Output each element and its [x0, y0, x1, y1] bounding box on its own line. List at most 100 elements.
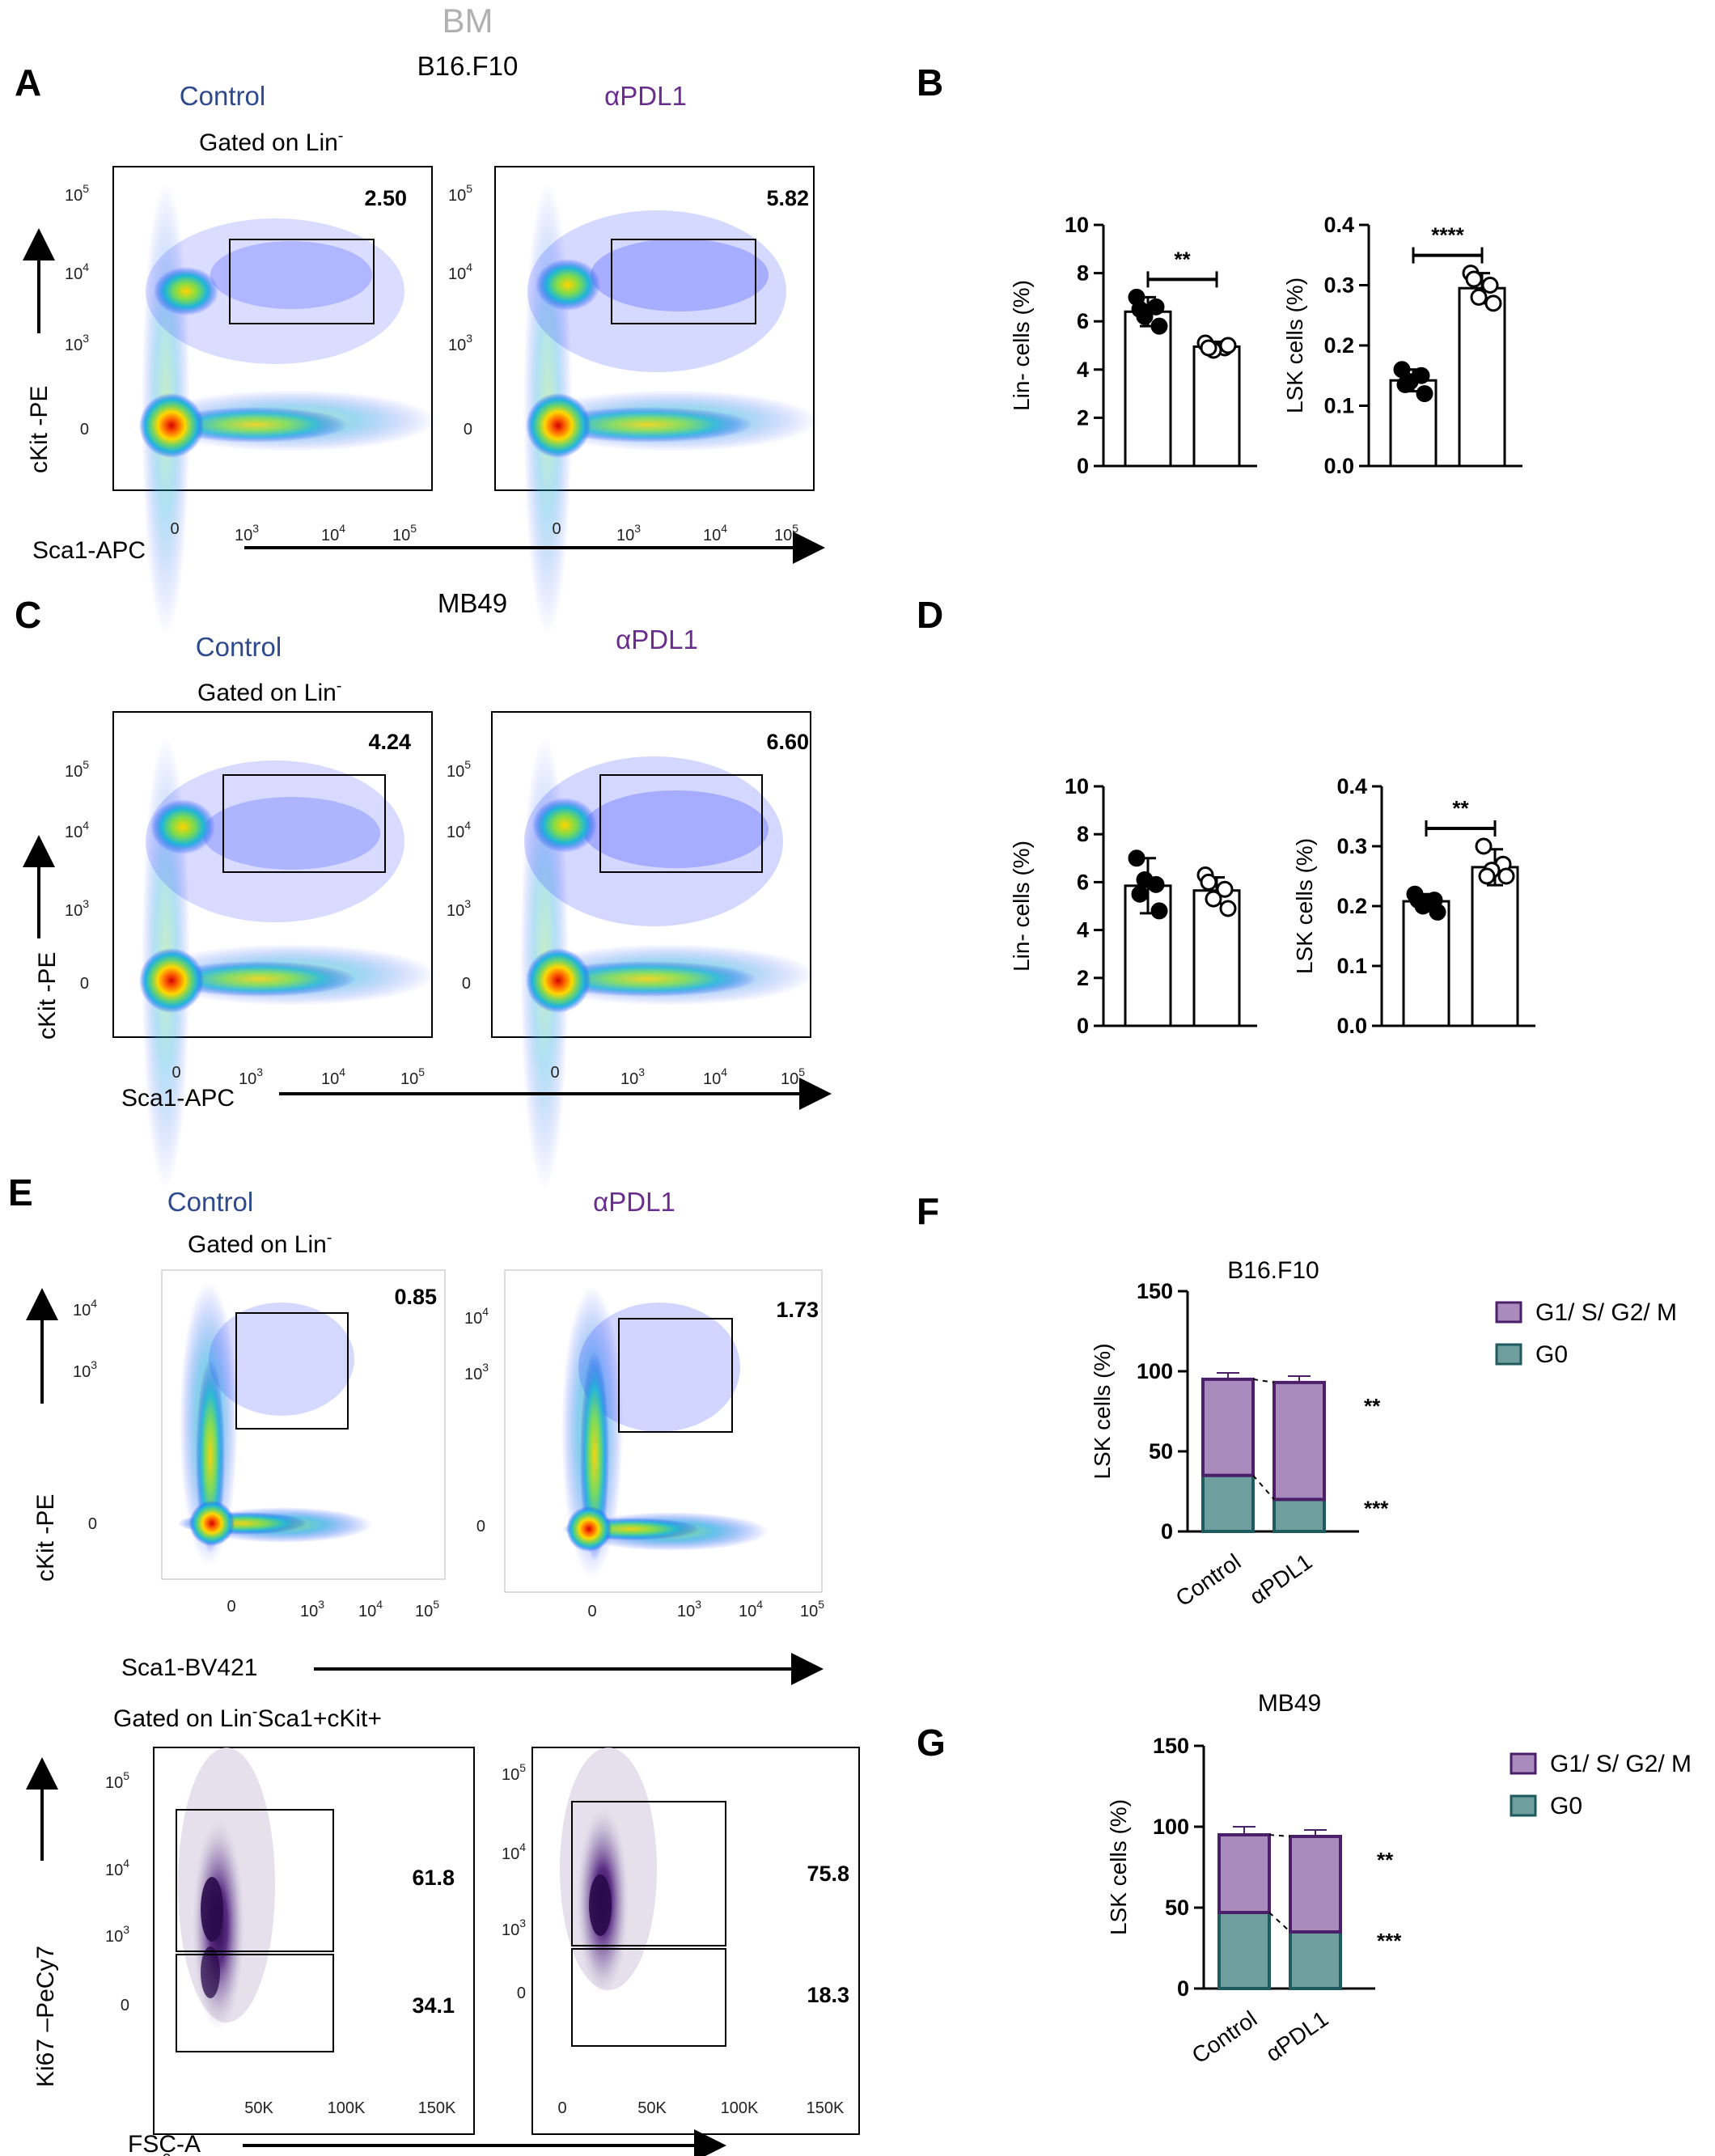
y-tick: 104: [448, 260, 472, 283]
lsk-gate: [618, 1318, 733, 1433]
y-tick-label: 10: [1065, 774, 1089, 798]
y-tick-label: 0.2: [1336, 894, 1367, 918]
significance-label: ***: [1364, 1496, 1389, 1520]
stacked-bar-segment: [1201, 1473, 1255, 1533]
condition-label-apdl1: αPDL1: [616, 625, 698, 654]
x-tick: 104: [703, 522, 727, 544]
trend-connector: [1268, 1912, 1291, 1933]
x-tick: 0: [550, 1064, 559, 1082]
y-tick: 0: [476, 1518, 485, 1535]
y-tick-label: 0: [1077, 1014, 1089, 1038]
x-tick: 150K: [807, 2099, 845, 2117]
y-tick: 104: [447, 819, 471, 841]
bar: [1192, 345, 1241, 468]
significance-label: **: [1174, 247, 1191, 271]
trend-connector: [1268, 1834, 1291, 1837]
y-tick: 0: [464, 421, 472, 438]
significance-label: **: [1377, 1848, 1394, 1872]
y-tick: 104: [65, 260, 89, 283]
ki67-high-gate: [571, 1801, 726, 1946]
x-tick: 0: [227, 1598, 235, 1616]
panel-letter-g: G: [917, 1722, 946, 1764]
y-axis-label: cKit -PE: [34, 952, 61, 1040]
flow-plot-a-control: 2.50: [112, 166, 437, 635]
y-tick-label: 6: [1077, 870, 1089, 894]
y-tick-label: 0.0: [1323, 454, 1354, 478]
panel-c: C MB49 Control αPDL1 Gated on Lin- 4.24: [15, 588, 832, 1189]
y-tick: 0: [80, 975, 89, 993]
y-tick-label: 0.4: [1336, 774, 1367, 798]
x-tick: 105: [774, 522, 798, 544]
panel-letter-c: C: [15, 594, 41, 636]
lsk-gate: [611, 239, 756, 324]
legend-swatch: [1495, 1343, 1522, 1366]
y-tick: 103: [502, 1917, 526, 1939]
x-tick: 50K: [637, 2099, 667, 2117]
gate-percent: 2.50: [364, 186, 407, 210]
x-tick: 0: [557, 2099, 566, 2117]
gate-percent: 6.60: [766, 730, 809, 754]
y-tick: 104: [502, 1840, 526, 1863]
panel-letter-d: D: [917, 594, 943, 636]
x-tick: 104: [739, 1598, 763, 1620]
flow-plot-e-control: 0.85: [161, 1269, 446, 1580]
panel-a: A B16.F10 Control αPDL1 Gated on Lin- 2.…: [15, 51, 825, 635]
bar: [1402, 900, 1450, 1027]
data-point: [1128, 849, 1145, 867]
panel-letter-e: E: [8, 1171, 33, 1214]
stacked-bar-segment: [1217, 1833, 1271, 1914]
y-tick: 104: [73, 1297, 97, 1319]
category-label: Control: [1171, 1549, 1246, 1612]
lsk-gate: [229, 239, 375, 324]
legend-swatch: [1495, 1301, 1522, 1324]
data-point: [1131, 300, 1149, 318]
y-tick: 103: [65, 332, 89, 354]
y-tick: 103: [105, 1923, 129, 1946]
y-axis-label: cKit -PE: [32, 1494, 59, 1582]
chart-title: MB49: [1258, 1690, 1321, 1717]
panel-letter-a: A: [15, 61, 41, 104]
chart-d-lin-cells: 0 2 4 6 8 10 Lin- cells (%): [1009, 774, 1257, 1038]
y-tick: 103: [447, 897, 471, 920]
tumor-label-a: B16.F10: [417, 51, 519, 81]
y-tick-label: 0.0: [1336, 1014, 1367, 1038]
ki67-gate-label: Gated on Lin-Sca1+cKit+: [113, 1703, 382, 1732]
bar: [1124, 310, 1172, 468]
data-point: [1219, 900, 1237, 917]
lsk-gate: [599, 774, 763, 873]
x-tick: 104: [321, 1065, 345, 1088]
flow-plot-a-apdl1: 5.82: [494, 166, 819, 635]
ki67-plot-control: 61.8 34.1: [153, 1747, 475, 2135]
data-point: [1484, 294, 1502, 312]
x-tick: 100K: [328, 2099, 366, 2117]
data-point: [1481, 277, 1499, 294]
ki67-upper-percent: 61.8: [412, 1866, 455, 1890]
y-tick-label: 0: [1077, 454, 1089, 478]
y-tick-label: 2: [1077, 405, 1089, 430]
y-tick-label: 0.1: [1336, 954, 1367, 978]
y-tick: 105: [447, 758, 471, 781]
flow-plot-e-apdl1: 1.73: [504, 1269, 823, 1593]
y-tick: 104: [464, 1305, 489, 1328]
tumor-label-c: MB49: [438, 588, 507, 618]
x-axis-label: Sca1-APC: [32, 537, 146, 564]
condition-label-apdl1: αPDL1: [593, 1187, 675, 1217]
condition-label-apdl1: αPDL1: [604, 81, 687, 111]
y-axis-label: LSK cells (%): [1282, 277, 1307, 413]
stacked-bar-segment: [1289, 1930, 1342, 1990]
ki67-x-ticks: 0 50K 100K 150K 0 50K 100K 150K: [162, 2099, 845, 2156]
y-tick: 103: [448, 332, 472, 354]
data-point: [1150, 902, 1168, 920]
x-tick: 0: [172, 1064, 180, 1082]
data-point: [1465, 270, 1483, 288]
x-ticks-a: 0 103 104 105 0 103 104 105: [170, 520, 798, 544]
legend-swatch: [1510, 1794, 1537, 1817]
gate-label: Gated on Lin-: [197, 677, 341, 706]
x-tick: 104: [703, 1065, 727, 1088]
y-tick: 105: [448, 182, 472, 205]
x-tick: 103: [677, 1598, 701, 1620]
gate-label: Gated on Lin-: [188, 1229, 332, 1258]
y-tick-label: 50: [1149, 1439, 1173, 1463]
y-tick-label: 8: [1077, 822, 1089, 846]
y-tick: 103: [65, 897, 89, 920]
